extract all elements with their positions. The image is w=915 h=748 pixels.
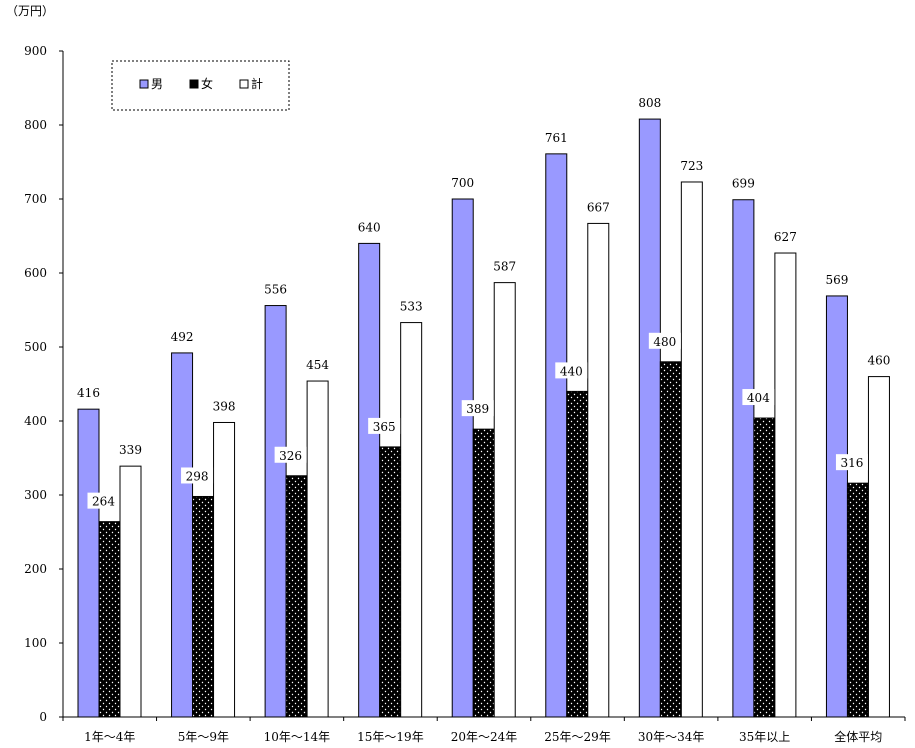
- data-label-total: 454: [306, 358, 329, 372]
- data-label-bg: [87, 492, 120, 509]
- data-label-male: 569: [825, 273, 848, 287]
- x-tick-label: 30年～34年: [638, 730, 705, 744]
- bar-female: [566, 390, 589, 718]
- y-tick-label: 0: [39, 710, 47, 724]
- bar-total: [493, 282, 516, 718]
- y-tick-label: 400: [24, 414, 47, 428]
- bar-male: [732, 199, 755, 718]
- bar-female: [753, 417, 776, 718]
- data-label-female: 480: [653, 335, 676, 349]
- x-tick-label: 1年～4年: [84, 730, 135, 744]
- data-label-total: 533: [400, 300, 423, 314]
- bar-female: [846, 482, 869, 718]
- bar-female: [659, 361, 682, 718]
- data-label-total: 667: [587, 200, 610, 214]
- y-tick-label: 100: [24, 636, 47, 650]
- legend-swatch-total: [239, 79, 249, 89]
- bar-male: [171, 352, 194, 718]
- y-tick-label: 600: [24, 266, 47, 280]
- data-label-bg: [742, 389, 775, 406]
- bar-female: [379, 446, 402, 718]
- bar-male: [825, 295, 848, 718]
- axes: 0 100 200 300 400 500 600 700 800 900 1年～4年 5年～9年 10…: [24, 44, 906, 744]
- legend-swatch-male: [139, 79, 149, 89]
- bar-total: [400, 322, 423, 718]
- data-label-male: 761: [545, 131, 568, 145]
- x-tick-label: 全体平均: [834, 729, 882, 744]
- data-label-female: 365: [373, 420, 396, 434]
- y-tick-label: 200: [24, 562, 47, 576]
- data-label-total: 339: [119, 443, 142, 457]
- data-label-male: 640: [358, 220, 381, 234]
- data-label-bg: [555, 362, 588, 379]
- data-label-male: 416: [77, 386, 100, 400]
- data-label-bg: [368, 417, 401, 434]
- data-label-total: 627: [774, 230, 797, 244]
- legend-swatch-female: [189, 79, 199, 89]
- bar-female: [98, 521, 121, 718]
- bar-total: [587, 222, 610, 718]
- y-tick-label: 800: [24, 118, 47, 132]
- y-axis-unit-label: （万円）: [6, 4, 55, 18]
- data-label-total: 587: [493, 260, 516, 274]
- data-label-bg: [274, 446, 307, 463]
- data-label-male: 492: [171, 330, 194, 344]
- data-label-female: 264: [92, 495, 115, 509]
- data-label-male: 699: [732, 177, 755, 191]
- y-tick-label: 700: [24, 192, 47, 206]
- data-label-bg: [461, 400, 494, 417]
- y-tick-label: 900: [24, 44, 47, 58]
- data-label-total: 460: [867, 354, 890, 368]
- bar-male: [451, 198, 474, 718]
- data-label-female: 389: [466, 402, 489, 416]
- bar-total: [306, 380, 329, 718]
- data-label-female: 298: [186, 469, 209, 483]
- x-tick-label: 25年～29年: [544, 730, 611, 744]
- data-label-male: 808: [638, 96, 661, 110]
- bars: [77, 118, 890, 718]
- data-label-bg: [835, 454, 868, 471]
- bar-male: [638, 118, 661, 718]
- x-tick-label: 5年～9年: [178, 730, 229, 744]
- legend-label-female: 女: [201, 76, 213, 91]
- data-labels: 416 264 339 492 298 398 556 326 454 640 365 533 700 3…: [77, 96, 890, 509]
- legend: 男女計: [111, 60, 290, 111]
- data-label-total: 398: [213, 399, 236, 413]
- legend-label-male: 男: [151, 77, 163, 91]
- x-tick-label: 20年～24年: [451, 730, 518, 744]
- bar-total: [867, 376, 890, 718]
- bar-male: [545, 153, 568, 718]
- data-label-female: 404: [747, 391, 770, 405]
- bar-female: [285, 475, 308, 718]
- legend-label-total: 計: [251, 76, 263, 91]
- data-label-female: 316: [840, 456, 863, 470]
- bar-total: [119, 465, 142, 718]
- data-label-bg: [648, 332, 681, 349]
- bar-female: [192, 495, 215, 718]
- bar-male: [358, 242, 381, 718]
- x-tick-label: 35年以上: [739, 730, 790, 744]
- y-tick-label: 500: [24, 340, 47, 354]
- bar-total: [680, 181, 703, 718]
- data-label-total: 723: [680, 159, 703, 173]
- bar-total: [774, 252, 797, 718]
- y-tick-label: 300: [24, 488, 47, 502]
- data-label-female: 326: [279, 449, 302, 463]
- data-label-male: 556: [264, 283, 287, 297]
- x-tick-label: 15年～19年: [357, 730, 424, 744]
- bar-female: [472, 428, 495, 718]
- data-label-bg: [181, 467, 214, 484]
- data-label-female: 440: [560, 364, 583, 378]
- bar-male: [77, 408, 100, 718]
- data-label-male: 700: [451, 176, 474, 190]
- x-tick-label: 10年～14年: [264, 730, 331, 744]
- bar-male: [264, 305, 287, 718]
- bar-total: [213, 421, 236, 718]
